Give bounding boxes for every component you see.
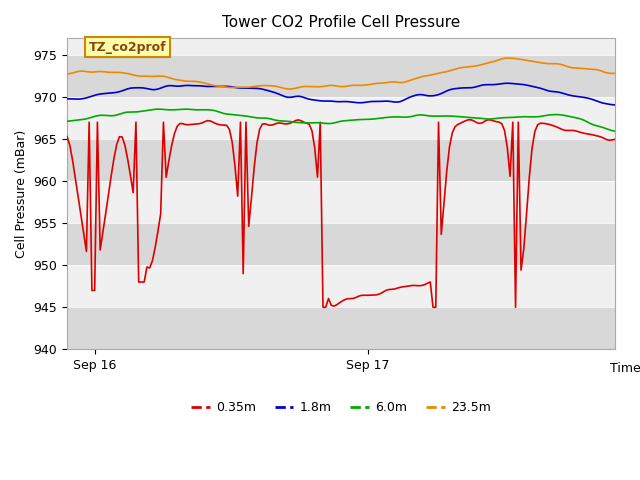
- Bar: [67, 307, 614, 349]
- Title: Tower CO2 Profile Cell Pressure: Tower CO2 Profile Cell Pressure: [221, 15, 460, 30]
- Text: TZ_co2prof: TZ_co2prof: [89, 41, 166, 54]
- Y-axis label: Cell Pressure (mBar): Cell Pressure (mBar): [15, 130, 28, 258]
- Bar: [67, 139, 614, 181]
- Legend: 0.35m, 1.8m, 6.0m, 23.5m: 0.35m, 1.8m, 6.0m, 23.5m: [186, 396, 496, 419]
- Bar: [67, 223, 614, 265]
- X-axis label: Time: Time: [610, 362, 640, 375]
- Bar: [67, 55, 614, 97]
